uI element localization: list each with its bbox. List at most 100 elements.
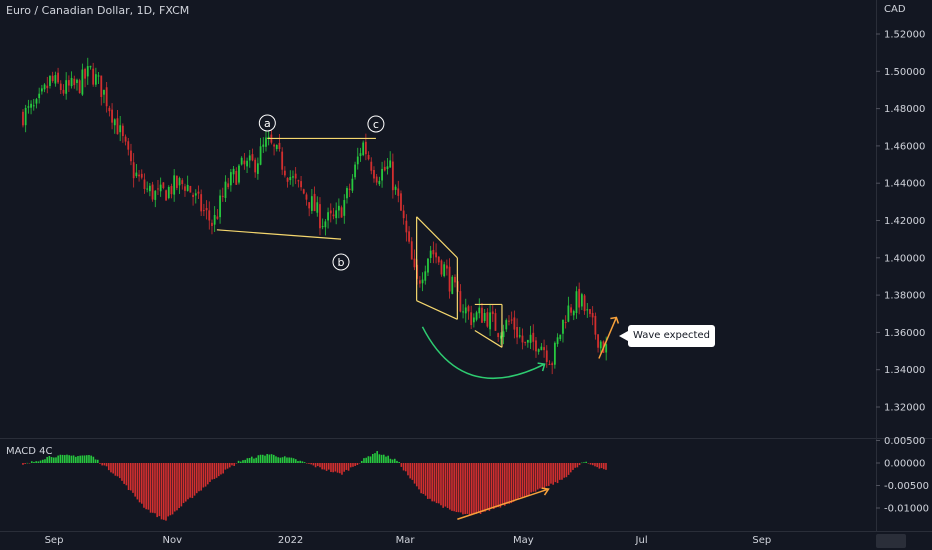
macd-bar	[250, 456, 253, 463]
macd-bar	[235, 463, 238, 464]
candle-body	[54, 75, 57, 84]
macd-bar	[514, 463, 517, 500]
candle-body	[389, 160, 392, 168]
candle-body	[337, 205, 340, 211]
macd-bar	[466, 463, 469, 514]
candle-body	[116, 118, 119, 135]
candle-body	[327, 212, 329, 221]
macd-bar	[565, 463, 568, 478]
macd-bar	[184, 463, 187, 502]
divergence-arrowhead	[541, 487, 550, 496]
macd-bar	[204, 463, 207, 487]
macd-bar	[411, 463, 414, 480]
macd-bar	[468, 463, 471, 516]
candle-body	[346, 188, 348, 199]
macd-bar	[275, 456, 277, 463]
candle-body	[486, 312, 489, 327]
candle-body	[89, 65, 92, 68]
candle-body	[43, 84, 46, 90]
candle-body	[437, 256, 440, 263]
macd-bar	[523, 463, 526, 498]
macd-bar	[490, 463, 493, 509]
macd-bar	[587, 463, 590, 464]
candle-body	[432, 249, 435, 255]
candle-body	[402, 210, 405, 219]
macd-bar	[407, 463, 409, 476]
candle-body	[499, 335, 502, 339]
wave-label-circle	[332, 253, 350, 271]
macd-bar	[116, 463, 119, 477]
macd-bar	[35, 461, 37, 463]
macd-bar	[195, 463, 198, 494]
candle-body	[405, 220, 408, 233]
macd-bar	[325, 463, 328, 471]
macd-tick-label: -0.00500	[884, 481, 929, 492]
candle-body	[32, 105, 35, 107]
macd-bar	[512, 463, 515, 502]
macd-bar	[299, 460, 301, 463]
candle-body	[580, 294, 583, 307]
macd-bar	[435, 463, 438, 504]
macd-bar	[48, 456, 51, 463]
macd-bar	[270, 454, 273, 463]
candle-body	[289, 177, 292, 181]
macd-bar	[345, 463, 348, 470]
macd-bar	[44, 459, 46, 463]
candle-body	[256, 163, 259, 174]
macd-bar	[134, 463, 136, 497]
macd-bar	[81, 455, 84, 463]
macd-bar	[138, 463, 141, 503]
candle-body	[445, 265, 448, 269]
macd-bar	[554, 463, 557, 483]
macd-bar	[437, 463, 440, 504]
macd-bar	[187, 463, 189, 500]
wave-label: b	[338, 256, 345, 269]
macd-bar	[550, 463, 552, 484]
candle-body	[105, 87, 108, 107]
candle-body	[219, 195, 221, 218]
candle-body	[462, 311, 464, 313]
macd-bar	[429, 463, 431, 499]
candle-body	[429, 250, 432, 258]
macd-bar	[547, 463, 550, 486]
macd-bar	[173, 463, 176, 512]
macd-bar	[63, 455, 66, 463]
macd-bar	[127, 463, 130, 491]
candle-body	[151, 184, 154, 200]
candle-body	[62, 89, 65, 94]
macd-bar	[433, 463, 436, 502]
candle-body	[529, 334, 532, 343]
macd-bar	[334, 463, 337, 472]
candle-body	[321, 226, 324, 228]
macd-bar	[420, 463, 422, 494]
macd-bar	[154, 463, 156, 514]
macd-bar	[440, 463, 442, 506]
wedge-line	[474, 330, 503, 348]
candle-body	[92, 68, 95, 85]
macd-bar	[600, 463, 603, 469]
macd-bar	[389, 458, 392, 463]
candle-body	[130, 150, 132, 162]
candle-body	[526, 340, 529, 343]
candle-body	[481, 307, 483, 323]
macd-bar	[446, 463, 449, 508]
candle-body	[410, 241, 413, 260]
price-tick-label: 1.32000	[884, 403, 925, 414]
candle-body	[121, 125, 124, 137]
candle-body	[535, 340, 537, 352]
candle-body	[84, 68, 86, 79]
macd-bar	[404, 463, 407, 472]
macd-bar	[605, 463, 607, 470]
time-tick-label: May	[513, 535, 534, 546]
macd-bar	[349, 463, 352, 468]
candle-body	[543, 347, 545, 351]
divergence-arrow	[457, 488, 549, 520]
candle-body	[248, 155, 251, 161]
macd-bar	[94, 459, 97, 463]
candle-body	[157, 188, 159, 190]
macd-bar	[356, 463, 359, 465]
macd-bar	[239, 461, 242, 463]
candle-body	[135, 172, 138, 177]
candle-body	[413, 258, 416, 268]
